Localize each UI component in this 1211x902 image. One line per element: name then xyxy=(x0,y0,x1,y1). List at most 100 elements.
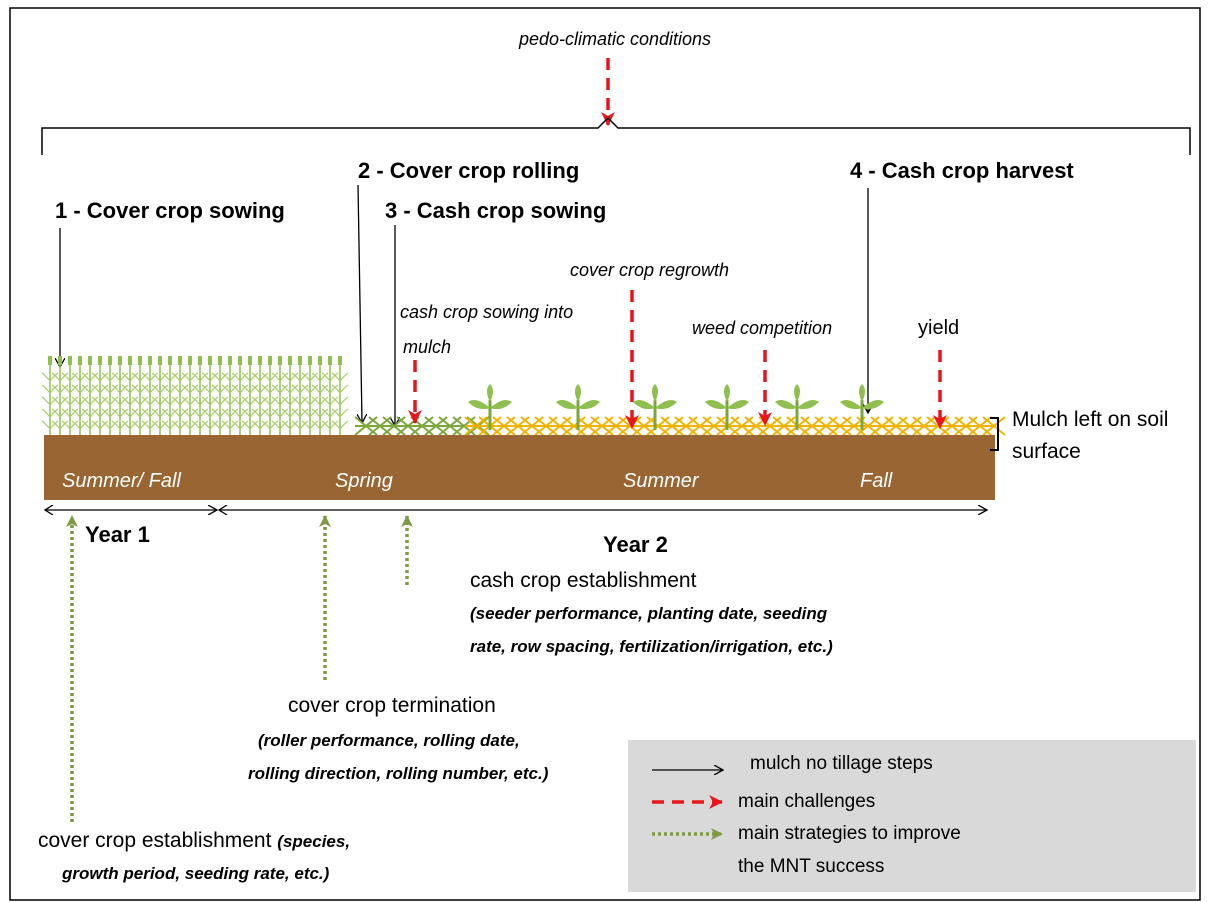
leaf xyxy=(161,420,179,430)
leaf xyxy=(161,372,179,382)
cash-leaf xyxy=(487,384,493,402)
leaf xyxy=(251,384,269,394)
strategy-detail: rate, row spacing, fertilization/irrigat… xyxy=(470,637,833,656)
legend-label: main strategies to improve xyxy=(738,823,961,844)
challenge: yield xyxy=(918,317,959,339)
leaf xyxy=(191,420,209,430)
ear xyxy=(178,356,182,365)
leaf xyxy=(131,420,149,430)
step: 1 - Cover crop sowing xyxy=(55,198,285,223)
leaf xyxy=(61,408,79,418)
ear xyxy=(108,356,112,365)
leaf xyxy=(91,408,109,418)
leaf xyxy=(111,384,129,394)
leaf xyxy=(41,408,59,418)
leaf xyxy=(311,384,329,394)
leaf xyxy=(301,396,319,406)
leaf xyxy=(311,408,329,418)
mulch-label: Mulch left on soil xyxy=(1012,408,1168,431)
ear xyxy=(338,356,342,365)
strategy-title: cover crop establishment xyxy=(38,829,272,852)
cash-leaf xyxy=(556,400,578,410)
leaf xyxy=(231,384,249,394)
leaf xyxy=(261,384,279,394)
leaf xyxy=(151,408,169,418)
leaf xyxy=(221,372,239,382)
leaf xyxy=(241,372,259,382)
ear xyxy=(78,356,82,365)
leaf xyxy=(181,396,199,406)
cash-leaf xyxy=(840,400,862,410)
leaf xyxy=(311,396,329,406)
ear xyxy=(268,356,272,365)
leaf xyxy=(101,396,119,406)
leaf xyxy=(181,408,199,418)
leaf xyxy=(61,420,79,430)
season: Spring xyxy=(335,470,393,492)
cash-leaf xyxy=(468,400,490,410)
ear xyxy=(298,356,302,365)
ear xyxy=(98,356,102,365)
ear xyxy=(68,356,72,365)
year: Year 1 xyxy=(85,522,150,547)
leaf xyxy=(141,396,159,406)
leaf xyxy=(171,408,189,418)
ear xyxy=(308,356,312,365)
leaf xyxy=(211,408,229,418)
leaf xyxy=(261,396,279,406)
leaf xyxy=(81,384,99,394)
leaf xyxy=(81,396,99,406)
leaf xyxy=(201,420,219,430)
step: 3 - Cash crop sowing xyxy=(385,198,606,223)
leaf xyxy=(61,372,79,382)
ear xyxy=(48,356,52,365)
challenge: mulch xyxy=(403,337,451,357)
leaf xyxy=(151,372,169,382)
leaf xyxy=(81,420,99,430)
leaf xyxy=(281,420,299,430)
leaf xyxy=(301,420,319,430)
leaf xyxy=(131,372,149,382)
leaf xyxy=(181,372,199,382)
step-arrows xyxy=(60,184,868,425)
challenge-arrows xyxy=(408,290,947,429)
cash-leaf xyxy=(859,384,865,402)
leaf xyxy=(121,372,139,382)
leaf xyxy=(201,372,219,382)
ear xyxy=(58,356,62,365)
ear xyxy=(258,356,262,365)
cash-leaf xyxy=(578,400,600,410)
ear xyxy=(248,356,252,365)
leaf xyxy=(151,384,169,394)
leaf xyxy=(51,372,69,382)
leaf xyxy=(321,408,339,418)
frame xyxy=(9,7,1201,901)
leaf xyxy=(211,372,229,382)
leaf xyxy=(161,408,179,418)
leaf xyxy=(181,420,199,430)
leaf xyxy=(211,420,229,430)
leaf xyxy=(201,408,219,418)
leaf xyxy=(331,396,349,406)
leaf xyxy=(111,408,129,418)
cash-leaf xyxy=(575,384,581,402)
leaf xyxy=(301,384,319,394)
challenge: cash crop sowing into xyxy=(400,302,573,322)
leaf xyxy=(141,408,159,418)
leaf xyxy=(51,420,69,430)
season: Summer/ Fall xyxy=(62,470,181,492)
ear xyxy=(328,356,332,365)
step: 2 - Cover crop rolling xyxy=(358,158,579,183)
cash-leaf xyxy=(655,400,677,410)
leaf xyxy=(151,420,169,430)
ear xyxy=(318,356,322,365)
leaf xyxy=(251,420,269,430)
leaf xyxy=(221,420,239,430)
strategy-detail: rolling direction, rolling number, etc.) xyxy=(248,764,549,783)
leaf xyxy=(131,408,149,418)
leaf xyxy=(281,408,299,418)
strategy-arrows xyxy=(66,515,413,822)
leaf xyxy=(71,396,89,406)
leaf xyxy=(321,396,339,406)
mulch-label: surface xyxy=(1012,440,1081,463)
